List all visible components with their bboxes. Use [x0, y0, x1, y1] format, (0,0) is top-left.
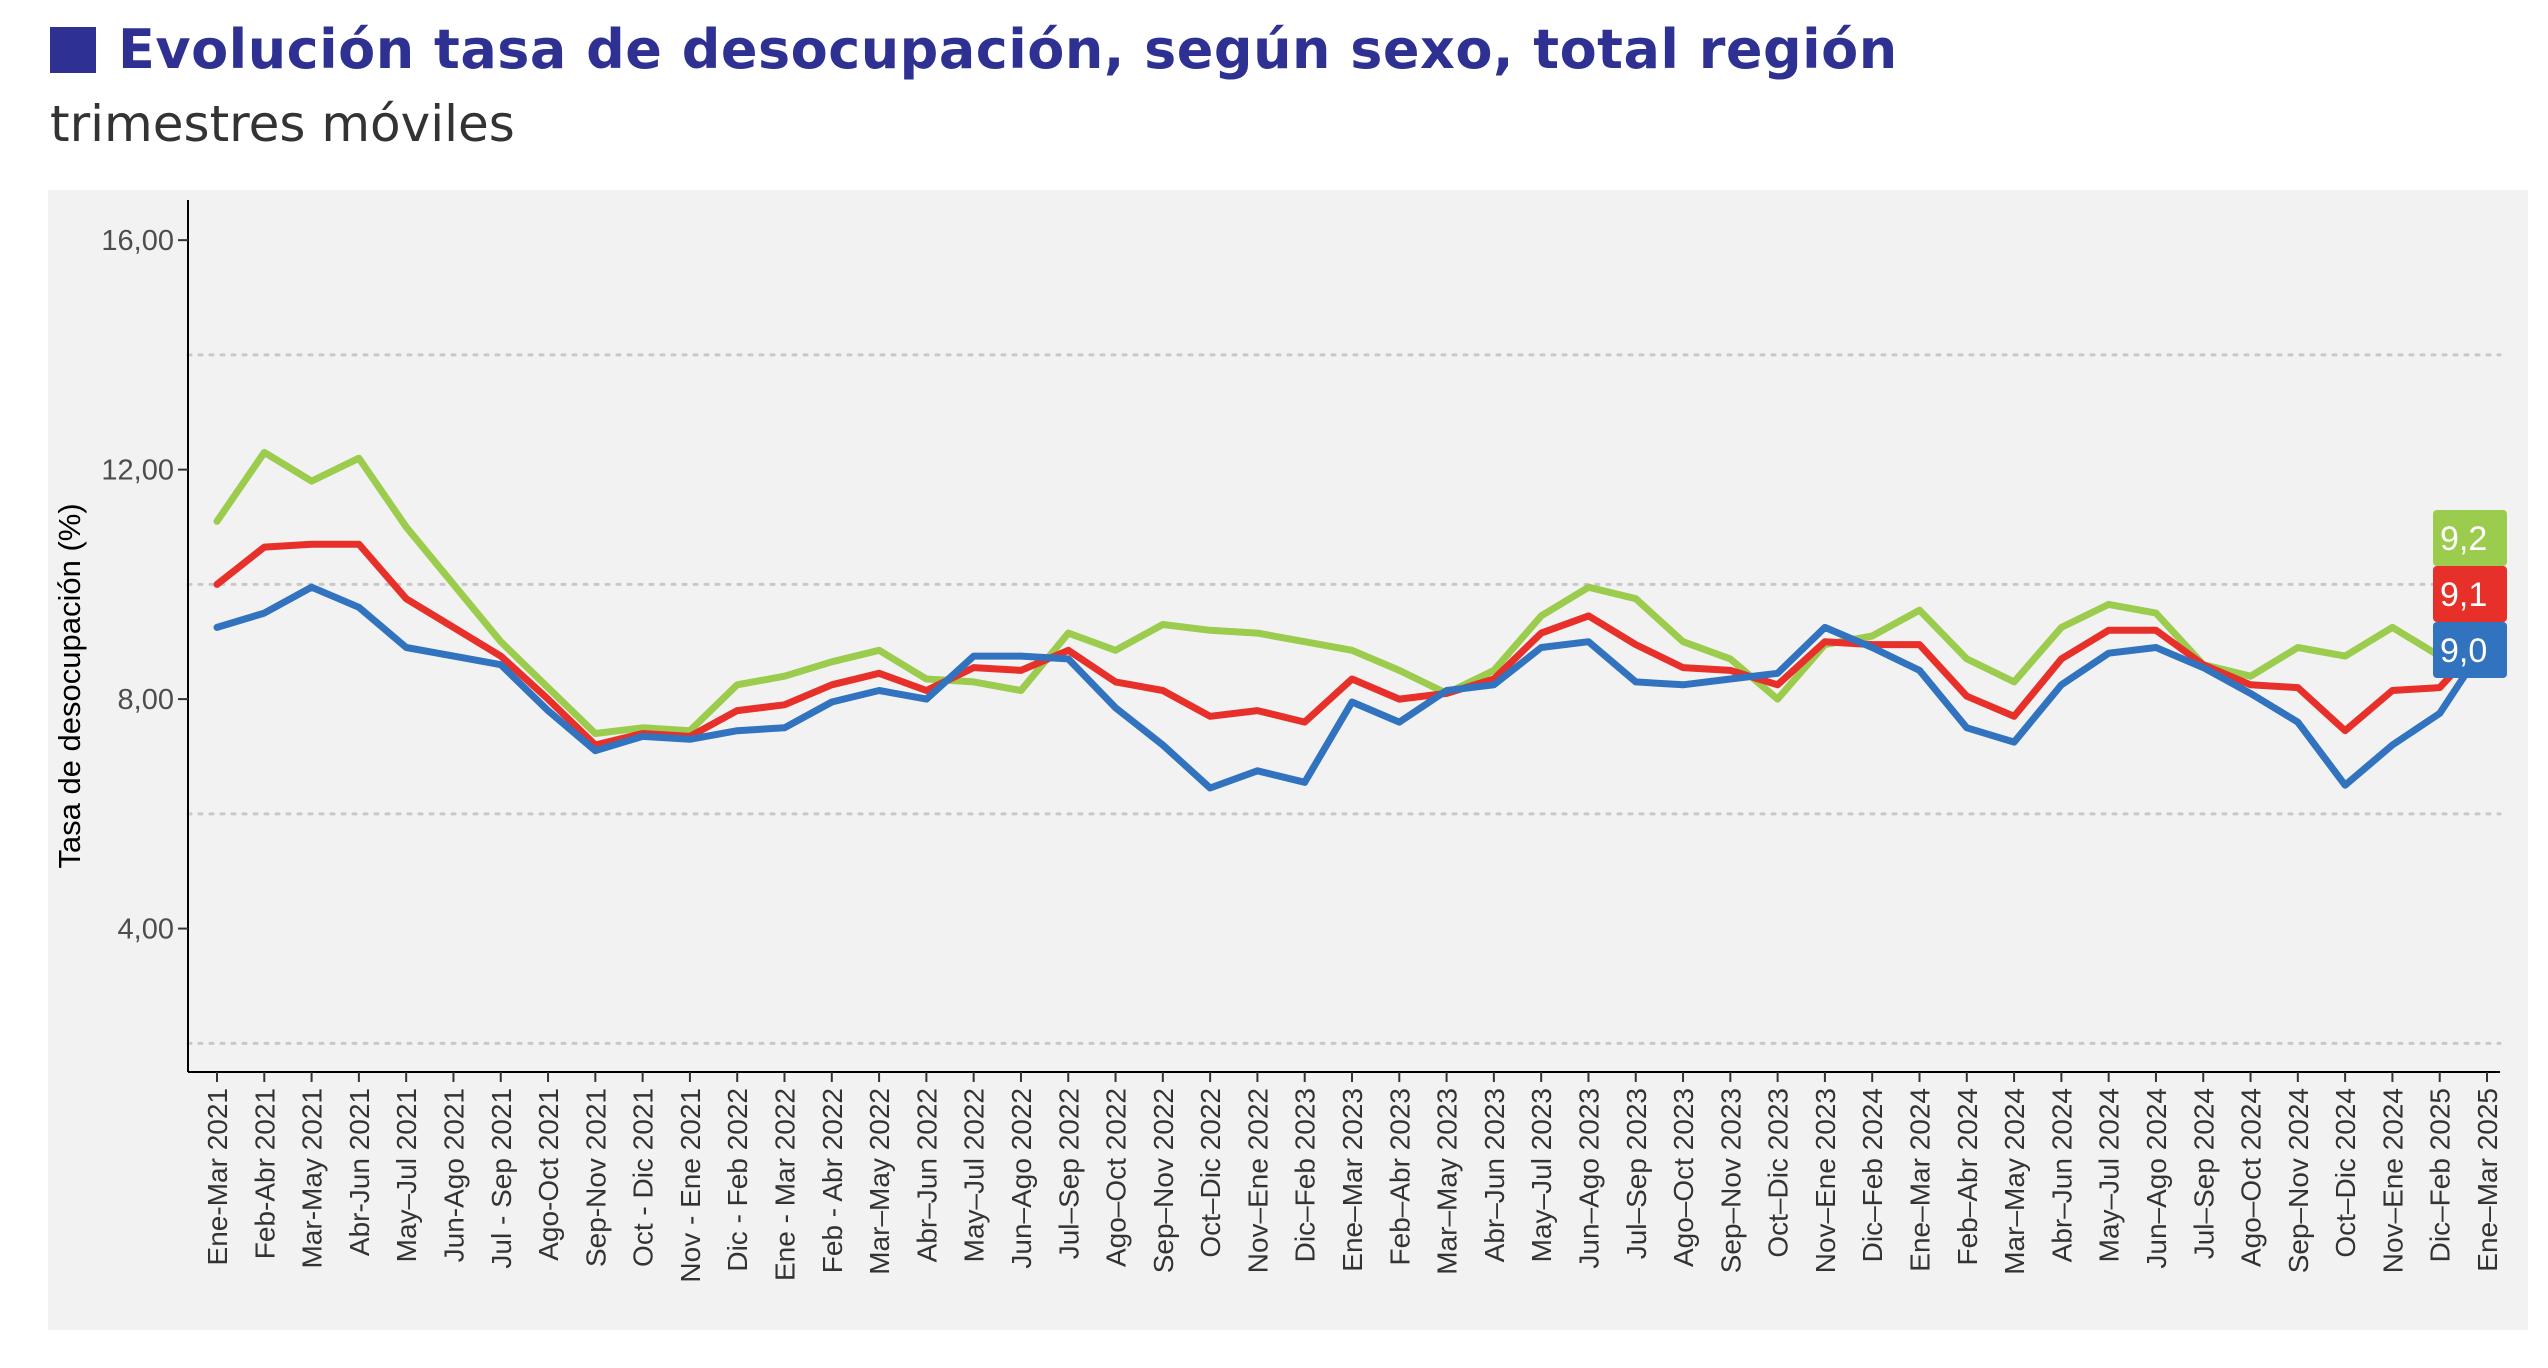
x-tick-label: Mar–May 2024	[1999, 1088, 2030, 1275]
x-tick-label: Nov–Ene 2022	[1242, 1088, 1273, 1273]
x-tick-label: Ene - Mar 2022	[770, 1088, 801, 1281]
x-tick-label: Nov–Ene 2023	[1810, 1088, 1841, 1273]
x-tick-label: Ago–Oct 2023	[1668, 1088, 1699, 1267]
x-tick-label: Feb-Abr 2021	[249, 1088, 280, 1259]
x-tick-label: Mar-May 2021	[297, 1088, 328, 1269]
end-label-total-box	[2433, 566, 2507, 622]
y-tick-label: 16,00	[101, 225, 174, 257]
x-tick-label: Oct - Dic 2021	[628, 1088, 659, 1267]
x-tick-label: Dic–Feb 2023	[1290, 1088, 1321, 1262]
end-label-hombres-box	[2433, 622, 2507, 678]
end-label-mujeres-box	[2433, 510, 2507, 566]
end-label-hombres-text: 9,0	[2440, 632, 2487, 670]
x-tick-label: Nov–Ene 2024	[2377, 1088, 2408, 1273]
x-tick-label: Jul–Sep 2023	[1621, 1088, 1652, 1259]
x-tick-label: Sep–Nov 2022	[1148, 1088, 1179, 1273]
x-tick-label: Dic–Feb 2024	[1857, 1088, 1888, 1262]
title-row: Evolución tasa de desocupación, según se…	[50, 18, 1898, 81]
x-tick-label: Sep–Nov 2023	[1715, 1088, 1746, 1273]
x-tick-label: Feb–Abr 2023	[1384, 1088, 1415, 1265]
y-tick-label: 8,00	[118, 684, 174, 716]
x-tick-label: May–Jul 2021	[391, 1088, 422, 1262]
plot-background	[48, 190, 2528, 1330]
x-tick-label: May–Jul 2023	[1526, 1088, 1557, 1262]
x-tick-label: Oct–Dic 2023	[1763, 1088, 1794, 1258]
y-tick-label: 4,00	[118, 914, 174, 946]
line-series-total	[213, 540, 2491, 749]
y-axis-title: Tasa de desocupación (%)	[52, 503, 87, 868]
x-tick-label: Sep-Nov 2021	[580, 1088, 611, 1267]
x-tick-label: Abr–Jun 2024	[2046, 1088, 2077, 1262]
x-tick-label: Ago–Oct 2022	[1101, 1088, 1132, 1267]
x-tick-label: May–Jul 2024	[2094, 1088, 2125, 1262]
x-tick-label: Ene–Mar 2024	[1905, 1088, 1936, 1272]
x-tick-label: Oct–Dic 2022	[1195, 1088, 1226, 1258]
x-tick-label: Abr-Jun 2021	[344, 1088, 375, 1256]
x-tick-label: Jul–Sep 2024	[2188, 1088, 2219, 1259]
chart-subtitle: trimestres móviles	[50, 95, 515, 153]
x-tick-label: Abr–Jun 2022	[911, 1088, 942, 1262]
x-tick-label: Ene-Mar 2021	[202, 1088, 233, 1265]
chart-title: Evolución tasa de desocupación, según se…	[118, 18, 1898, 81]
x-tick-label: Ene–Mar 2025	[2472, 1088, 2503, 1272]
x-tick-label: Mar–May 2023	[1432, 1088, 1463, 1275]
end-label-total-text: 9,1	[2440, 576, 2487, 614]
x-tick-label: May–Jul 2022	[959, 1088, 990, 1262]
x-tick-label: Jun–Ago 2023	[1573, 1088, 1604, 1269]
x-tick-label: Jun-Ago 2021	[438, 1088, 469, 1262]
end-label-total: 9,1	[2433, 566, 2507, 622]
x-tick-label: Abr–Jun 2023	[1479, 1088, 1510, 1262]
x-tick-label: Feb - Abr 2022	[817, 1088, 848, 1273]
line-series-mujeres	[213, 448, 2491, 737]
chart-header: Evolución tasa de desocupación, según se…	[50, 18, 1898, 153]
x-tick-label: Sep–Nov 2024	[2283, 1088, 2314, 1273]
x-tick-label: Dic–Feb 2025	[2425, 1088, 2456, 1262]
title-square-icon	[50, 26, 96, 73]
x-tick-label: Nov - Ene 2021	[675, 1088, 706, 1283]
x-tick-label: Jul - Sep 2021	[486, 1088, 517, 1269]
x-tick-label: Jun–Ago 2024	[2141, 1088, 2172, 1269]
end-label-hombres: 9,0	[2433, 622, 2507, 678]
x-tick-label: Oct–Dic 2024	[2330, 1088, 2361, 1258]
x-tick-label: Dic - Feb 2022	[722, 1088, 753, 1272]
line-series-hombres	[213, 583, 2491, 792]
end-label-mujeres: 9,2	[2433, 510, 2507, 566]
x-tick-label: Feb–Abr 2024	[1952, 1088, 1983, 1265]
x-tick-label: Jul–Sep 2022	[1053, 1088, 1084, 1259]
y-tick-label: 12,00	[101, 455, 174, 487]
x-tick-label: Jun–Ago 2022	[1006, 1088, 1037, 1269]
x-tick-label: Ago–Oct 2024	[2236, 1088, 2267, 1267]
x-tick-label: Ago-Oct 2021	[533, 1088, 564, 1261]
x-tick-label: Mar–May 2022	[864, 1088, 895, 1275]
end-label-mujeres-text: 9,2	[2440, 520, 2487, 558]
x-tick-label: Ene–Mar 2023	[1337, 1088, 1368, 1272]
